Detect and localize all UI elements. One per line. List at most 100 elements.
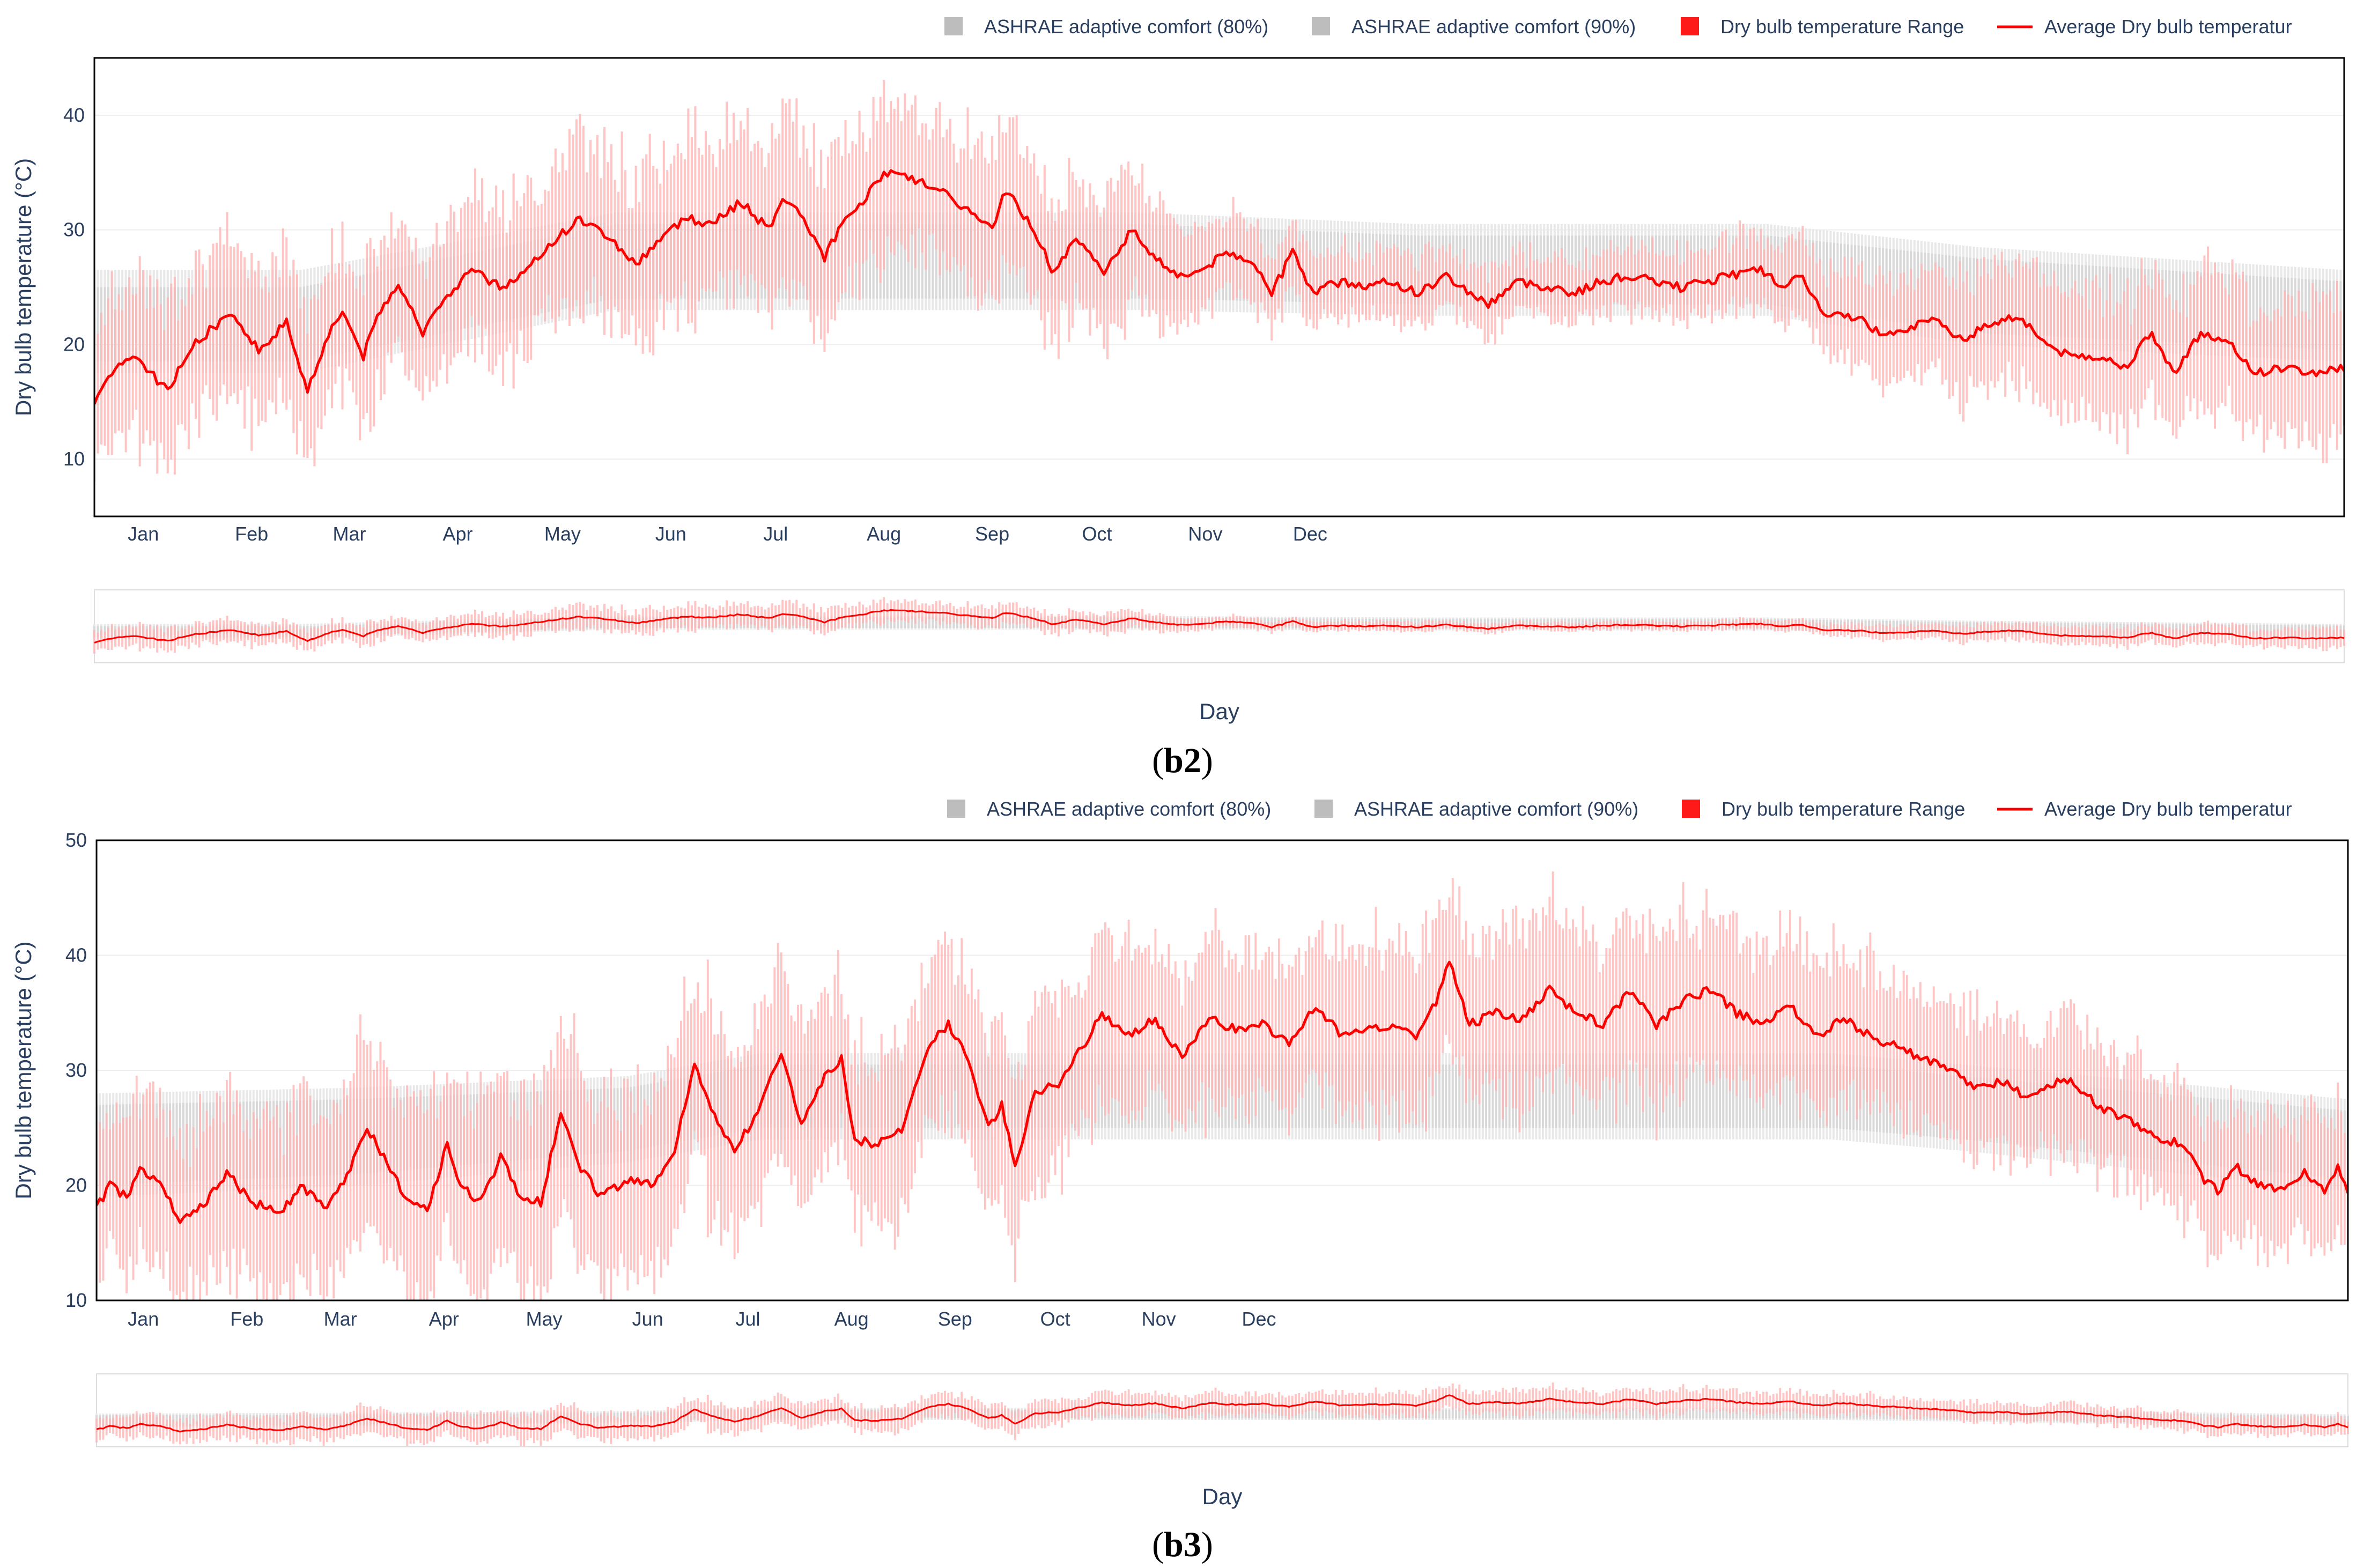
range-bar — [463, 202, 466, 329]
range-bar — [680, 153, 683, 295]
comfort-80-bar — [1581, 235, 1584, 305]
range-bar — [2109, 273, 2111, 434]
range-bar — [2228, 294, 2230, 386]
range-bar — [2245, 281, 2248, 423]
range-bar — [296, 624, 298, 650]
comfort-80-bar — [2270, 277, 2272, 347]
range-bar — [1966, 271, 1968, 403]
range-bar — [844, 603, 847, 627]
comfort-80-bar — [900, 617, 903, 628]
range-bar — [282, 228, 284, 403]
range-bar — [879, 97, 882, 283]
range-bar — [704, 604, 707, 627]
range-bar — [124, 287, 127, 453]
range-bar — [1075, 611, 1077, 626]
range-bar — [330, 228, 333, 409]
comfort-80-bar — [911, 617, 913, 628]
range-bar — [1948, 286, 1951, 399]
comfort-80-bar — [869, 617, 871, 628]
range-bar — [648, 134, 651, 353]
range-bar — [935, 601, 937, 622]
range-bar — [785, 103, 787, 289]
comfort-80-bar — [1438, 1064, 1440, 1128]
range-bar — [296, 274, 298, 455]
range-bar — [802, 603, 805, 626]
range-bar — [802, 125, 805, 286]
comfort-80-bar — [1665, 1064, 1668, 1128]
comfort-80-bar — [1705, 1064, 1708, 1128]
range-bar — [879, 600, 882, 626]
range-bar — [380, 240, 382, 401]
range-bar — [2011, 625, 2014, 640]
range-bar — [627, 615, 630, 633]
range-bar — [2095, 624, 2097, 646]
range-bar — [128, 625, 131, 647]
range-bar — [1791, 619, 1793, 630]
comfort-80-bar — [1488, 1064, 1491, 1128]
range-bar — [1071, 610, 1074, 632]
range-bar — [121, 310, 124, 433]
range-bar — [2301, 311, 2303, 442]
range-bar — [2060, 293, 2063, 426]
range-bar — [2039, 287, 2042, 407]
range-bar — [816, 186, 819, 316]
range-bar — [1347, 252, 1350, 328]
range-bar — [495, 185, 498, 366]
range-bar — [767, 153, 770, 313]
range-bar — [994, 160, 997, 300]
comfort-80-bar — [2112, 267, 2115, 339]
range-bar — [124, 626, 127, 650]
comfort-80-bar — [1715, 1064, 1718, 1128]
comfort-80-bar — [1445, 1064, 1447, 1128]
range-bar — [1774, 250, 1776, 323]
comfort-80-bar — [1722, 1064, 1725, 1128]
range-bar — [1672, 255, 1675, 326]
comfort-80-bar — [282, 1100, 285, 1178]
range-bar — [194, 250, 197, 419]
range-bar — [1071, 172, 1074, 328]
range-bar — [1243, 218, 1245, 299]
comfort-80-bar — [2119, 623, 2122, 634]
range-bar — [2182, 273, 2185, 420]
range-bar — [2336, 280, 2338, 450]
comfort-80-bar — [1552, 1064, 1554, 1128]
comfort-80-bar — [1732, 1064, 1734, 1128]
range-bar — [1518, 241, 1521, 306]
range-bar — [1896, 289, 1898, 383]
range-bar — [1151, 211, 1154, 310]
comfort-80-bar — [1826, 242, 1828, 313]
comfort-80-bar — [1268, 1064, 1270, 1128]
range-bar — [180, 299, 183, 425]
range-bar — [1141, 164, 1144, 317]
comfort-80-bar — [97, 626, 99, 637]
range-bar — [1158, 191, 1161, 339]
legend-item: ASHRAE adaptive comfort (80%) — [944, 16, 1268, 38]
range-bar — [1948, 626, 1951, 642]
range-bar — [1661, 250, 1664, 308]
comfort-80-bar — [1668, 1064, 1671, 1128]
range-bar — [2158, 273, 2160, 405]
comfort-80-bar — [1481, 1064, 1484, 1128]
range-bar — [2175, 300, 2178, 439]
comfort-80-bar — [1325, 1064, 1327, 1128]
range-slider — [93, 589, 2346, 663]
range-bar — [715, 167, 718, 291]
range-bar — [230, 620, 232, 642]
range-bar — [586, 172, 588, 291]
range-bar — [523, 193, 526, 361]
range-bar — [987, 163, 990, 280]
range-bar — [257, 623, 260, 646]
comfort-80-bar — [195, 1103, 198, 1181]
range-bar — [907, 110, 910, 262]
comfort-80-bar — [1772, 1064, 1775, 1128]
range-bar — [243, 257, 246, 429]
range-bar — [1532, 261, 1535, 319]
range-bar — [519, 206, 522, 331]
comfort-80-bar — [1868, 620, 1871, 631]
range-bar — [373, 249, 375, 427]
comfort-80-bar — [163, 626, 166, 637]
range-bar — [620, 131, 623, 338]
range-bar — [240, 251, 242, 390]
range-bar — [2102, 630, 2104, 644]
range-bar — [2199, 276, 2202, 402]
